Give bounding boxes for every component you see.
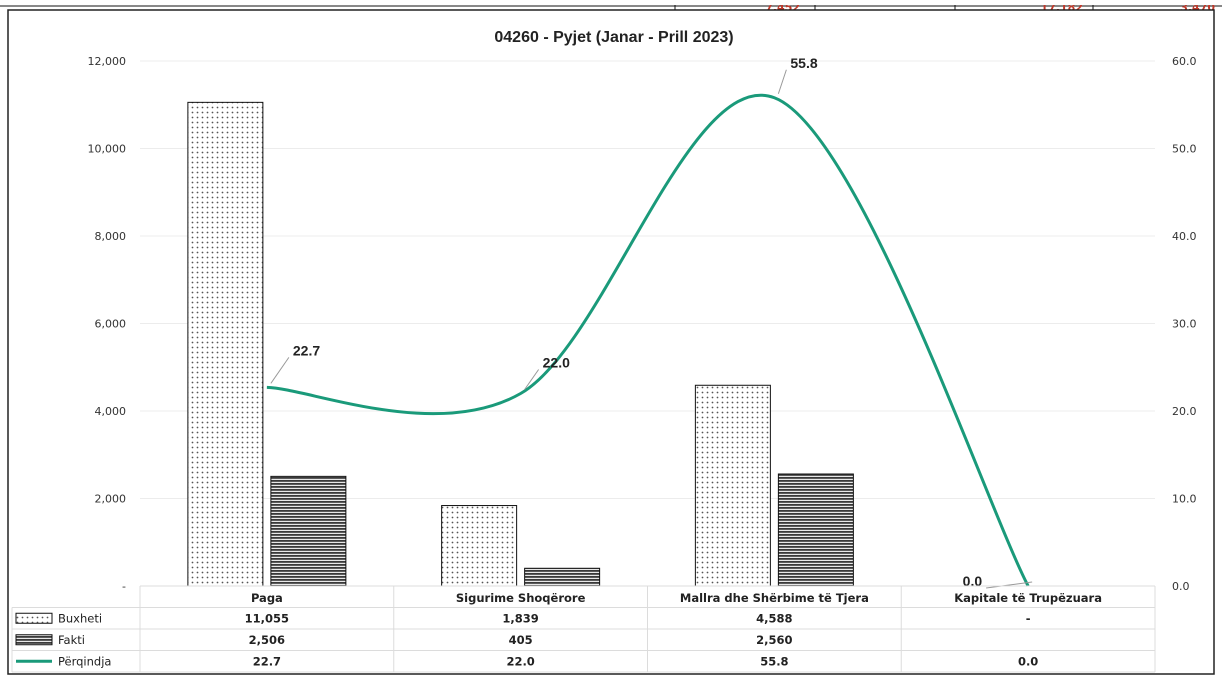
percent-line (266, 93, 1030, 587)
left-tick-label: 8,000 (95, 230, 127, 243)
label-leader (777, 69, 787, 94)
bar-buxheti (187, 101, 264, 587)
table-cell: 0.0 (1018, 654, 1038, 668)
table-cell: 1,839 (502, 611, 538, 625)
right-tick-label: 60.0 (1172, 55, 1197, 68)
left-tick-label: 2,000 (95, 493, 127, 506)
right-tick-label: 20.0 (1172, 405, 1197, 418)
right-axis: 0.0 10.0 20.0 30.0 40.0 50.0 60.0 (1172, 55, 1197, 593)
right-tick-label: 10.0 (1172, 493, 1197, 506)
bar-fakti (524, 567, 601, 587)
legend-key-fakti (15, 634, 53, 646)
left-axis: - 2,000 4,000 6,000 8,000 10,000 12,000 (88, 55, 127, 593)
legend-label: Fakti (58, 633, 85, 647)
legend-label: Përqindja (58, 654, 111, 668)
category-label: Mallra dhe Shërbime të Tjera (680, 591, 869, 605)
table-cell: 55.8 (760, 654, 788, 668)
category-label: Paga (251, 591, 283, 605)
table-cell: 405 (509, 633, 533, 647)
table-cell: 2,560 (756, 633, 792, 647)
label-leader (270, 357, 290, 384)
legend-label: Buxheti (58, 611, 102, 625)
table-cell: 22.0 (506, 654, 534, 668)
table-cell: 11,055 (245, 611, 289, 625)
category-label: Sigurime Shoqërore (456, 591, 586, 605)
right-tick-label: 40.0 (1172, 230, 1197, 243)
category-label: Kapitale të Trupëzuara (954, 591, 1102, 605)
chart-title: 04260 - Pyjet (Janar - Prill 2023) (494, 29, 733, 46)
bars (187, 101, 854, 587)
bar-fakti (777, 473, 854, 587)
data-label: 22.0 (543, 355, 570, 371)
bar-buxheti (441, 505, 518, 587)
table-cell: 2,506 (249, 633, 285, 647)
left-tick-label: 12,000 (88, 55, 127, 68)
right-tick-label: 0.0 (1172, 580, 1190, 593)
data-label: 55.8 (790, 55, 817, 71)
bar-fakti (270, 475, 347, 587)
label-leader (986, 581, 1033, 589)
right-tick-label: 30.0 (1172, 318, 1197, 331)
table-cell: - (1026, 611, 1031, 625)
point-labels: 22.7 22.0 55.8 0.0 (270, 55, 1033, 589)
data-table: Paga Sigurime Shoqërore Mallra dhe Shërbim… (11, 585, 1156, 673)
left-tick-label: 4,000 (95, 405, 127, 418)
table-cell: 4,588 (756, 611, 792, 625)
left-tick-label: - (122, 580, 126, 593)
label-leader (524, 369, 540, 390)
table-cell: 22.7 (253, 654, 281, 668)
legend-key-buxheti (15, 612, 53, 624)
data-label: 0.0 (963, 573, 983, 589)
left-tick-label: 10,000 (88, 143, 127, 156)
right-tick-label: 50.0 (1172, 143, 1197, 156)
data-label: 22.7 (293, 342, 320, 358)
line-series-perqindja (266, 93, 1030, 587)
bar-buxheti (694, 384, 771, 587)
left-tick-label: 6,000 (95, 318, 127, 331)
